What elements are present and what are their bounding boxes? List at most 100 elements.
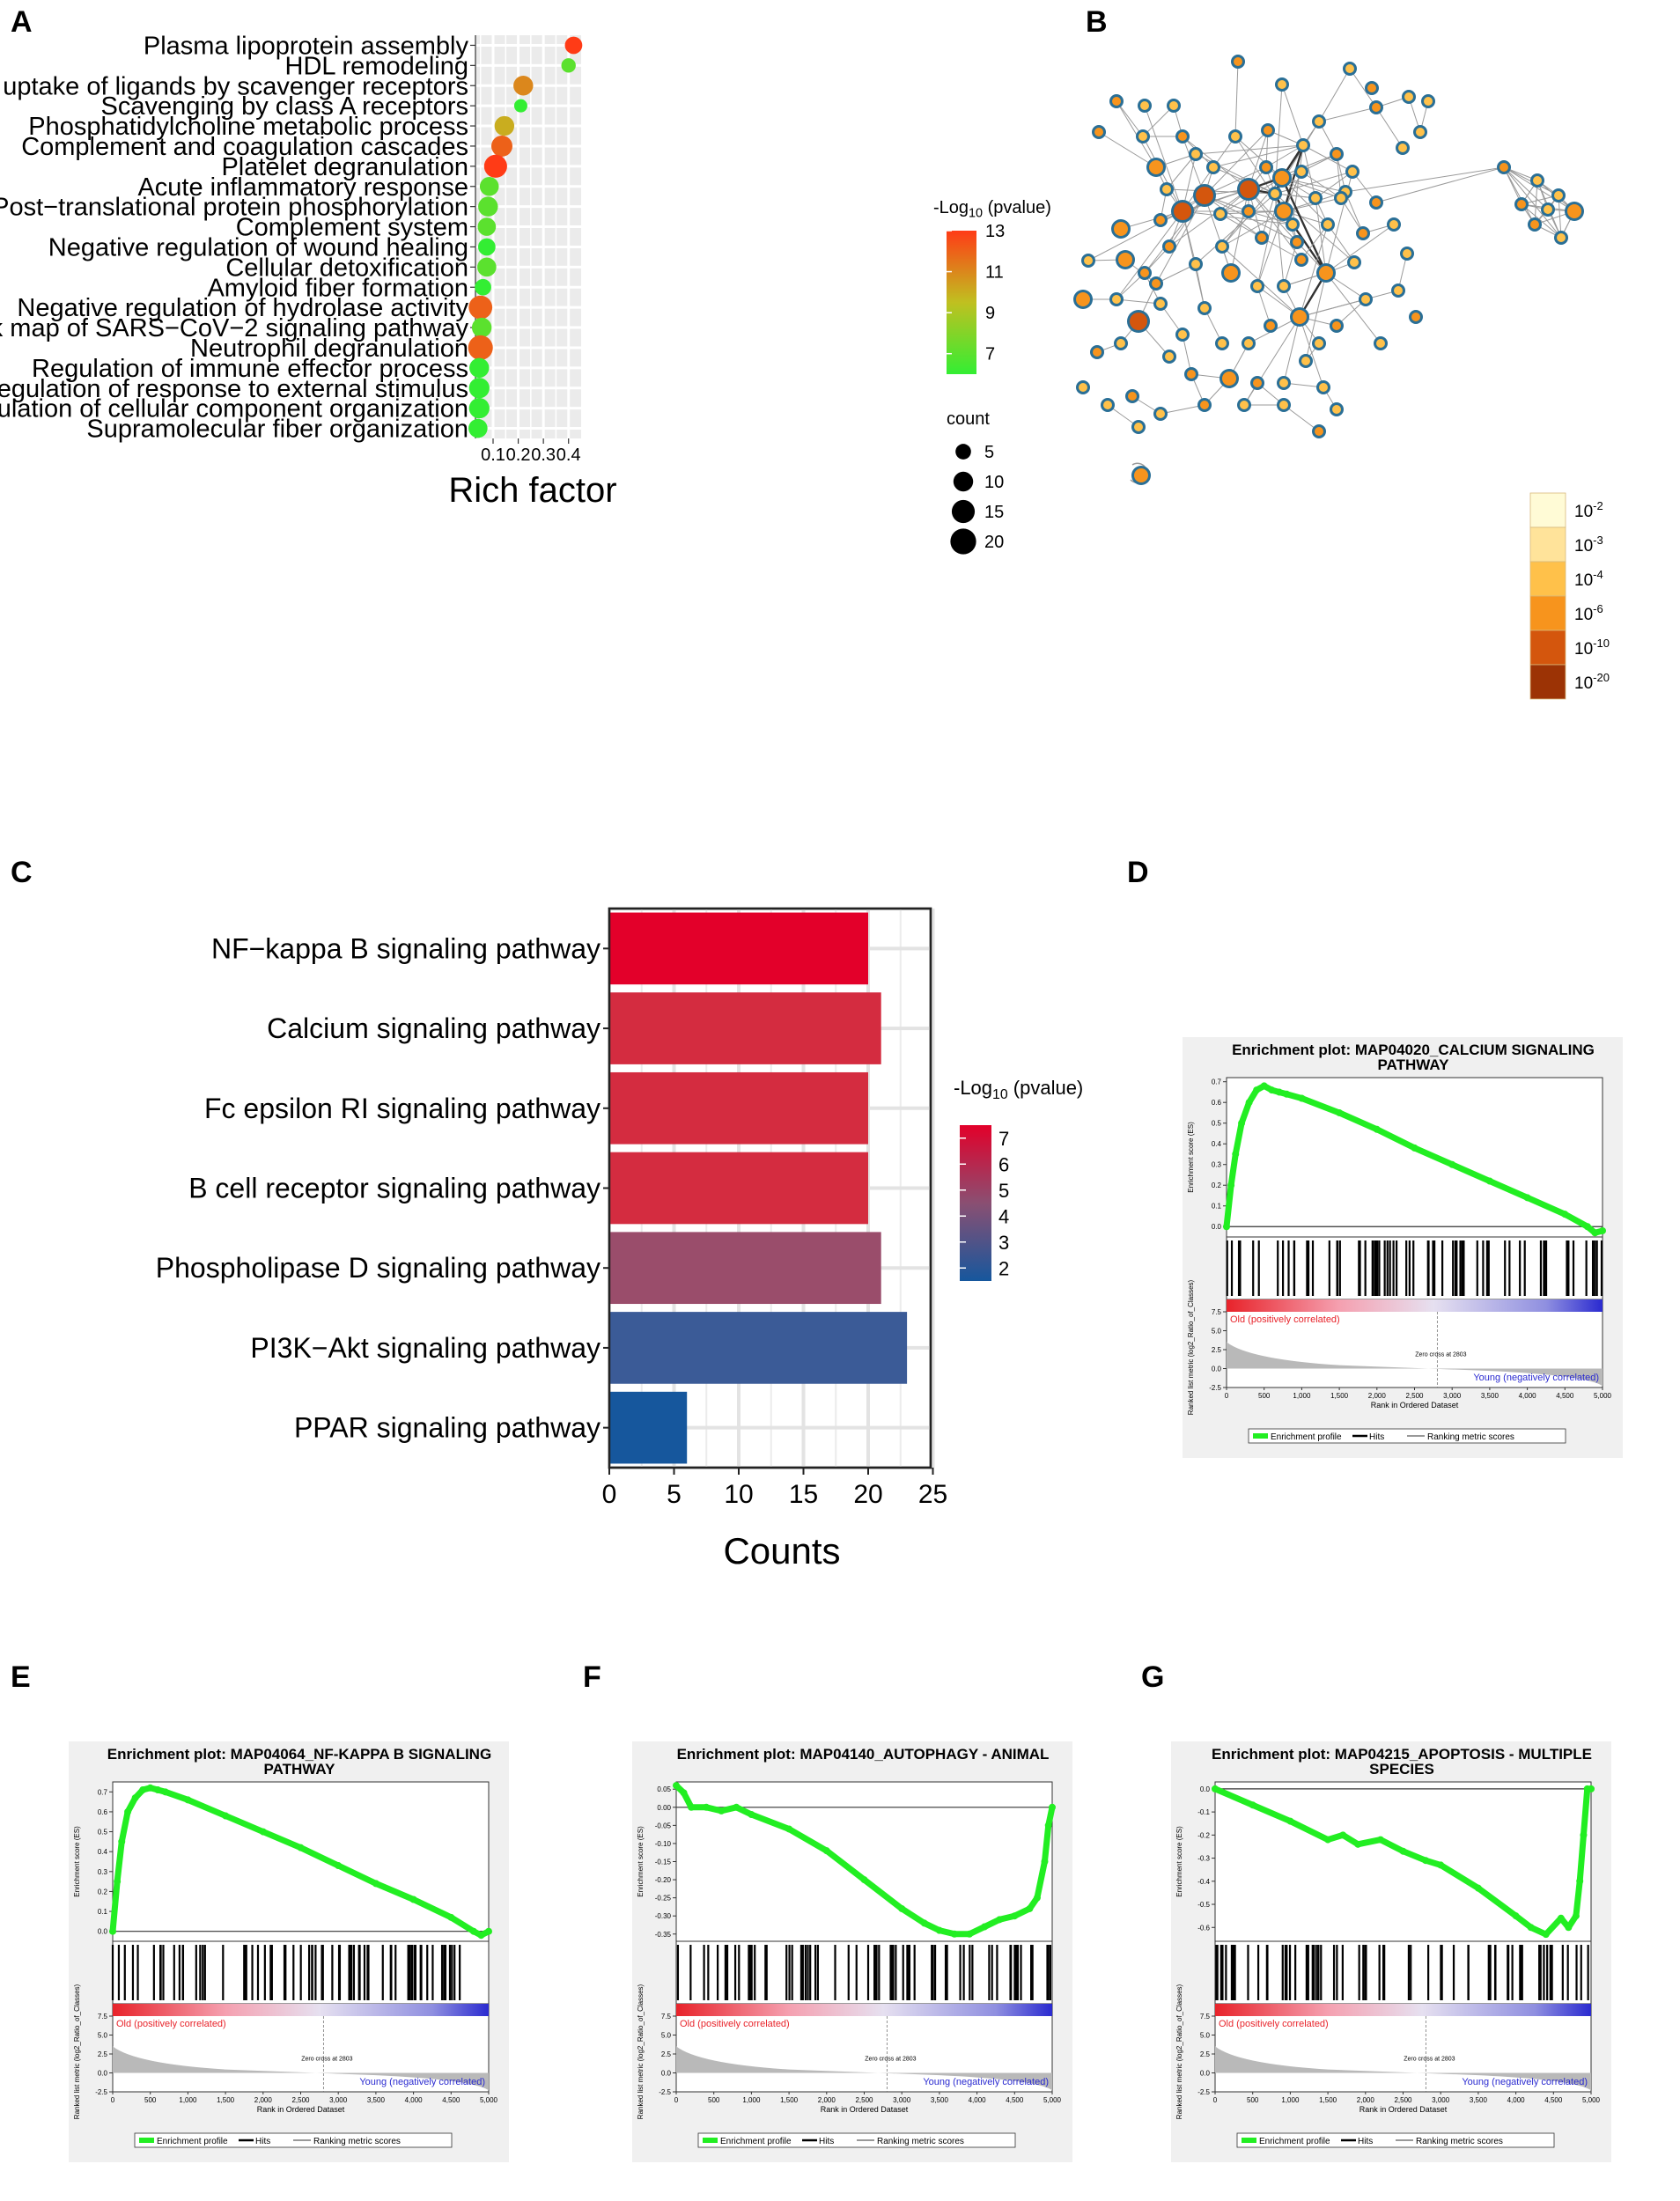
color-legend-label: 7 [985,345,995,364]
es-point [485,1927,492,1935]
es-tick-label: 0.5 [98,1829,108,1837]
zero-cross-label: Zero cross at 2803 [865,2057,916,2063]
network-edge [1283,404,1320,432]
network-node-core [1533,176,1542,185]
es-tick-label: 0.0 [98,1928,108,1936]
es-point [1523,1194,1531,1202]
network-edge [1195,263,1205,309]
network-edge [1325,224,1395,274]
rl-tick-label: 5.0 [1212,1328,1222,1336]
es-point [1583,1223,1591,1231]
rank-tick-label: 2,000 [254,2096,273,2104]
es-point [920,1919,928,1927]
old-label: Old (positively correlated) [1219,2019,1329,2029]
rl-axis-title: Ranked list metric (log2_Ratio_of_Classe… [637,1984,645,2119]
es-point [118,1837,126,1845]
network-node-core [1348,167,1357,176]
category-label: Phospholipase D signaling pathway [156,1252,601,1284]
network-node-core [1266,321,1275,330]
data-point [468,335,493,360]
es-point [1339,1831,1347,1839]
rl-tick-label: 7.5 [661,2013,672,2021]
network-node-core [1134,468,1148,482]
network-legend-swatch [1529,629,1566,666]
es-point [1298,1094,1306,1102]
network-node-core [1200,304,1209,313]
es-point [1245,1099,1253,1107]
network-node-core [1187,370,1196,379]
network-edge [1144,195,1205,274]
es-point [1033,1894,1041,1902]
es-tick-label: -0.35 [655,1931,672,1939]
category-label: Regulation of immune effector process [32,355,468,383]
size-legend-dot [951,499,976,524]
network-node-core [1134,423,1143,431]
x-tick-label: 0.2 [506,445,531,465]
network-edge [1521,203,1562,239]
color-legend-label: 7 [998,1128,1009,1150]
es-tick-label: 0.7 [1212,1078,1222,1086]
es-point [131,1794,139,1802]
rl-tick-label: 0.0 [661,2070,672,2078]
network-edge [1166,153,1197,190]
network-node-core [1279,379,1288,387]
network-node-core [1299,141,1308,150]
color-legend-label: 13 [985,222,1005,241]
es-tick-label: 0.2 [1212,1181,1222,1189]
es-point [1212,1785,1219,1792]
network-node-core [1372,103,1381,112]
color-legend-title: -Log10 (pvalue) [933,198,1051,220]
ranking-bar [1227,1299,1603,1312]
network-node-core [1149,160,1163,174]
network-edge [1327,224,1355,263]
x-tick-label: 20 [853,1480,882,1509]
network-edge [1265,144,1304,168]
category-label: Scavenging by class A receptors [100,92,468,121]
es-point [680,1789,688,1797]
network-legend-swatch [1529,561,1566,597]
young-label: Young (negatively correlated) [1462,2077,1588,2087]
category-label: Amyloid fiber formation [207,274,468,302]
network-edge [1142,105,1175,137]
es-tick-label: 0.6 [1212,1099,1222,1107]
network-node-core [1332,405,1341,414]
network-edge [1248,188,1298,243]
es-point [259,1828,267,1836]
network-node-core [1112,295,1121,304]
network-node-core [1218,242,1227,251]
old-label: Old (positively correlated) [1230,1314,1340,1325]
category-label: Platelet degranulation [221,153,468,181]
bar [609,1152,868,1225]
color-legend-title: -Log10 (pvalue) [954,1077,1083,1102]
rl-tick-label: 2.5 [1200,2050,1211,2058]
network-node-core [1114,222,1128,236]
rl-axis-title: Ranked list metric (log2_Ratio_of_Classe… [1175,1984,1183,2119]
legend-metric-label: Ranking metric scores [1416,2137,1503,2146]
color-legend-label: 4 [998,1205,1009,1227]
es-point [222,1812,230,1820]
network-node-core [1403,249,1411,258]
rank-tick-label: 0 [1213,2096,1218,2104]
size-legend-label: 10 [984,473,1004,492]
category-label: Negative regulation of response to exter… [0,375,468,403]
rank-tick-label: 4,500 [1006,2096,1024,2104]
network-edge [1281,177,1327,274]
network-edge [1302,144,1316,199]
es-tick-label: -0.25 [655,1895,672,1903]
network-edge [1261,193,1276,239]
rank-tick-label: 1,000 [1293,1392,1311,1400]
es-point [1399,1847,1407,1855]
young-label: Young (negatively correlated) [359,2077,485,2087]
es-point [785,1825,793,1833]
es-point [935,1926,943,1934]
category-label: Network map of SARS−CoV−2 signaling path… [0,314,468,342]
network-edge [1204,195,1263,239]
network-node-core [1162,185,1171,194]
rank-tick-label: 4,000 [1507,2096,1526,2104]
x-tick-label: 10 [724,1480,753,1509]
es-tick-label: -0.3 [1197,1855,1210,1863]
network-edge [1315,197,1327,274]
es-point [1422,1857,1430,1865]
gsea-title-line2: PATHWAY [264,1761,336,1778]
network-node-core [1264,126,1272,135]
